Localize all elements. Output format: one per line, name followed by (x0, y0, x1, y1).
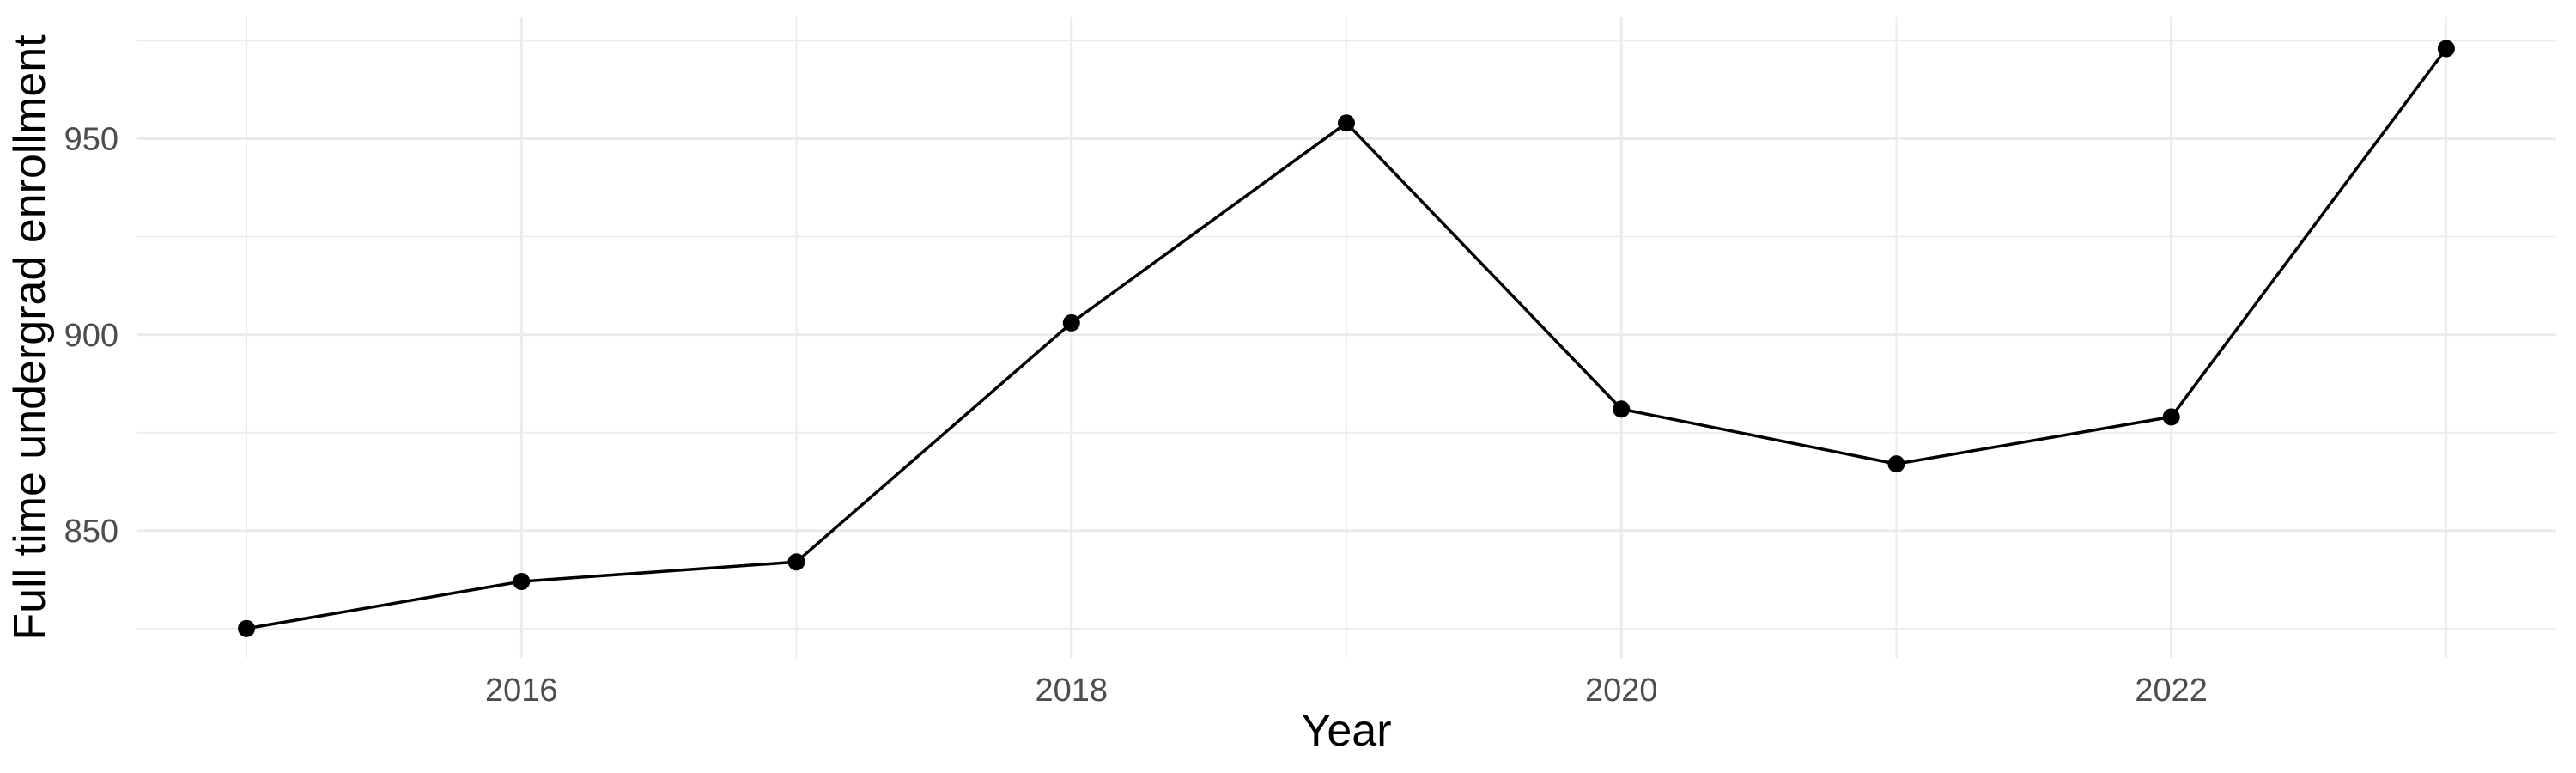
data-point-2018 (1062, 313, 1080, 332)
x-tick-label-2018: 2018 (1035, 673, 1108, 709)
x-axis-title: Year (1301, 706, 1391, 756)
data-point-2020 (1613, 400, 1631, 418)
data-point-2016 (513, 573, 531, 591)
major-gridlines (137, 17, 2556, 658)
axis-tick-labels: 850 900 950 2016 2018 2020 2022 (64, 122, 2208, 709)
data-point-2021 (1887, 455, 1905, 473)
x-tick-label-2020: 2020 (1585, 673, 1658, 709)
data-point-2017 (787, 553, 805, 571)
data-point-2019 (1338, 114, 1355, 132)
data-point-2023 (2437, 40, 2455, 58)
x-tick-label-2016: 2016 (485, 673, 558, 709)
y-tick-label-950: 950 (64, 122, 118, 158)
y-axis-title: Full time undergrad enrollment (5, 34, 55, 641)
series-layer (238, 40, 2455, 637)
data-point-2015 (238, 619, 256, 637)
y-tick-label-900: 900 (64, 318, 118, 354)
x-tick-label-2022: 2022 (2135, 673, 2208, 709)
minor-gridlines (137, 17, 2556, 658)
data-point-2022 (2162, 408, 2180, 426)
y-tick-label-850: 850 (64, 514, 118, 550)
